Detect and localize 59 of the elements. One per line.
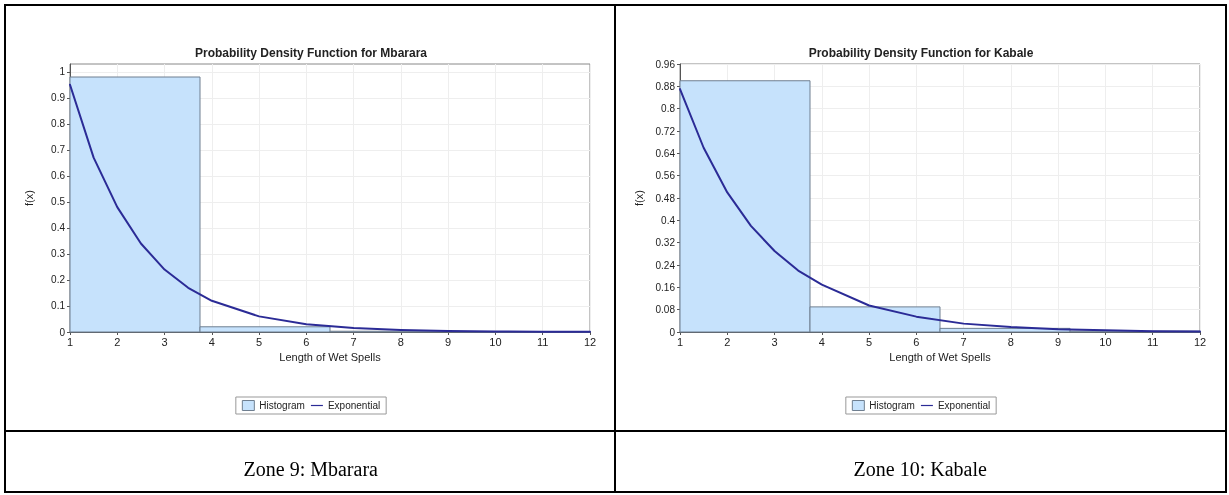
x-tick-label: 3 [161, 335, 168, 348]
y-tick-label: 0.08 [655, 304, 675, 316]
legend-label: Histogram [868, 400, 915, 411]
x-tick-label: 7 [350, 335, 357, 348]
text: Zone 10: Kabale [852, 458, 988, 481]
x-tick-label: 1 [676, 335, 683, 348]
x-tick-label: 2 [114, 335, 121, 348]
x-tick-label: 11 [537, 335, 549, 348]
y-tick-label: 0.4 [660, 214, 675, 226]
y-tick-label: 0.72 [655, 125, 675, 137]
y-tick-label: 0.8 [51, 118, 66, 130]
x-tick-label: 8 [1007, 335, 1014, 348]
chart-title: Probability Density Function for Mbarara [194, 46, 428, 60]
y-tick-label: 0.1 [51, 300, 66, 312]
legend-label: Histogram [259, 400, 305, 411]
x-tick-label: 5 [865, 335, 872, 348]
x-axis-title: Length of Wet Spells [888, 351, 991, 364]
x-tick-label: 3 [770, 335, 778, 348]
x-tick-label: 4 [208, 335, 215, 348]
y-tick-label: 0 [668, 326, 675, 338]
x-tick-label: 9 [1054, 335, 1061, 348]
y-tick-label: 0.16 [655, 281, 675, 293]
y-tick-label: 0 [59, 326, 66, 338]
y-tick-label: 0.5 [51, 196, 66, 208]
x-tick-label: 9 [445, 335, 452, 348]
y-tick-label: 0.24 [655, 259, 675, 271]
x-tick-label: 6 [912, 335, 919, 348]
x-tick-label: 11 [1146, 335, 1158, 348]
y-tick-label: 0.48 [655, 192, 675, 204]
x-tick-label: 12 [583, 335, 597, 348]
x-tick-label: 7 [960, 335, 967, 348]
y-tick-label: 0.64 [655, 147, 675, 159]
y-tick-label: 0.56 [655, 170, 675, 182]
y-tick-label: 0.3 [51, 248, 66, 260]
legend-label: Exponential [327, 400, 381, 411]
y-tick-label: 0.96 [655, 58, 675, 70]
y-tick-label: 0.32 [655, 237, 675, 249]
y-axis-title: f(x) [632, 190, 644, 206]
x-tick-label: 4 [818, 335, 825, 348]
x-axis-title: Length of Wet Spells [279, 351, 382, 364]
x-tick-label: 2 [723, 335, 730, 348]
x-tick-label: 8 [397, 335, 404, 348]
x-tick-label: 5 [256, 335, 263, 348]
chart-title: Probability Density Function for Kabale [808, 46, 1034, 60]
y-tick-label: 0.2 [51, 274, 66, 286]
x-tick-label: 10 [489, 335, 502, 348]
y-axis-title: f(x) [22, 190, 35, 206]
x-tick-label: 12 [1193, 335, 1206, 348]
y-tick-label: 0.7 [51, 144, 66, 156]
y-tick-label: 0.8 [660, 103, 675, 115]
x-tick-label: 6 [303, 335, 310, 348]
y-tick-label: 0.9 [51, 92, 66, 104]
y-tick-label: 1 [59, 66, 66, 78]
y-tick-label: 0.4 [51, 222, 66, 234]
x-tick-label: 10 [1098, 335, 1112, 348]
text: Zone 9: Mbarara [242, 458, 379, 481]
y-tick-label: 0.88 [655, 80, 675, 92]
y-tick-label: 0.6 [51, 170, 66, 182]
legend-label: Exponential [937, 400, 990, 411]
